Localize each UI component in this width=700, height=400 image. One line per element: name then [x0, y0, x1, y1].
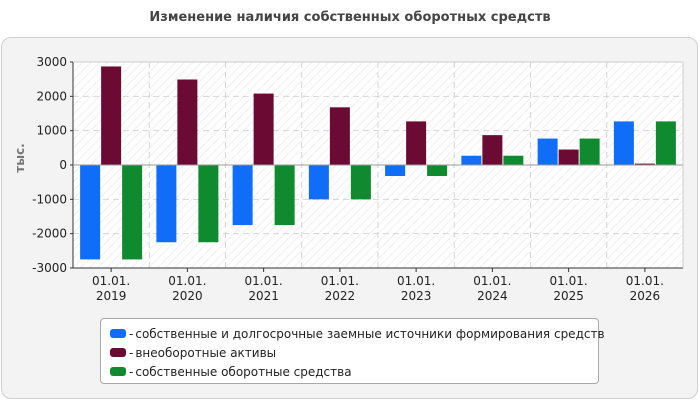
- bar-working-capital[interactable]: [350, 165, 371, 200]
- legend-swatch-green: [110, 367, 126, 376]
- x-tick-label-year: 2019: [96, 289, 127, 303]
- legend-item-sources: - собственные и долгосрочные заемные ист…: [110, 324, 605, 343]
- bar-working-capital[interactable]: [274, 165, 295, 226]
- chart-title: Изменение наличия собственных оборотных …: [149, 10, 551, 25]
- bar-noncurrent-assets[interactable]: [101, 66, 122, 165]
- bar-sources[interactable]: [385, 165, 406, 176]
- bar-noncurrent-assets[interactable]: [253, 93, 274, 165]
- x-tick-label-year: 2021: [248, 289, 279, 303]
- y-tick-label: 2000: [36, 89, 67, 103]
- x-tick-label-day: 01.01.: [550, 274, 588, 288]
- y-tick-label: -1000: [32, 192, 67, 206]
- x-tick-label-year: 2022: [325, 289, 356, 303]
- x-tick-label-year: 2024: [477, 289, 508, 303]
- bar-working-capital[interactable]: [427, 165, 448, 176]
- x-tick-label-day: 01.01.: [473, 274, 511, 288]
- y-axis-title: тыс.: [13, 143, 27, 172]
- bar-sources[interactable]: [156, 165, 177, 243]
- bar-noncurrent-assets[interactable]: [329, 107, 350, 165]
- x-tick-label-day: 01.01.: [245, 274, 283, 288]
- x-tick-label-year: 2023: [401, 289, 432, 303]
- chart-legend: - собственные и долгосрочные заемные ист…: [100, 318, 605, 384]
- bar-working-capital[interactable]: [198, 165, 219, 243]
- x-tick-label-day: 01.01.: [168, 274, 206, 288]
- bar-noncurrent-assets[interactable]: [177, 79, 198, 165]
- x-tick-label-day: 01.01.: [92, 274, 130, 288]
- x-tick-label-year: 2026: [630, 289, 661, 303]
- y-tick-label: 1000: [36, 124, 67, 138]
- bar-noncurrent-assets[interactable]: [406, 121, 427, 165]
- bar-sources[interactable]: [232, 165, 253, 226]
- x-tick-label-day: 01.01.: [626, 274, 664, 288]
- bar-sources[interactable]: [308, 165, 329, 200]
- bar-sources[interactable]: [80, 165, 101, 260]
- legend-label-noncurrent-assets: внеоборотные активы: [135, 345, 277, 360]
- x-tick-label-day: 01.01.: [321, 274, 359, 288]
- legend-swatch-maroon: [110, 348, 126, 357]
- y-tick-label: 3000: [36, 55, 67, 69]
- bar-working-capital[interactable]: [503, 155, 524, 165]
- bar-working-capital[interactable]: [579, 138, 600, 165]
- y-tick-label: -3000: [32, 261, 67, 275]
- legend-label-working-capital: собственные оборотные средства: [135, 364, 352, 379]
- bar-noncurrent-assets[interactable]: [482, 135, 503, 165]
- x-tick-label-day: 01.01.: [397, 274, 435, 288]
- legend-item-working-capital: - собственные оборотные средства: [110, 362, 598, 381]
- bar-sources[interactable]: [613, 121, 634, 165]
- bar-working-capital[interactable]: [122, 165, 143, 260]
- bar-noncurrent-assets[interactable]: [558, 149, 579, 165]
- bar-sources[interactable]: [537, 138, 558, 165]
- legend-swatch-blue: [110, 329, 126, 338]
- x-tick-label-year: 2020: [172, 289, 203, 303]
- legend-item-noncurrent-assets: - внеоборотные активы: [110, 343, 598, 362]
- y-tick-label: -2000: [32, 227, 67, 241]
- legend-label-sources: собственные и долгосрочные заемные источ…: [135, 326, 605, 341]
- y-tick-label: 0: [59, 158, 67, 172]
- x-tick-label-year: 2025: [553, 289, 584, 303]
- bar-sources[interactable]: [461, 155, 482, 165]
- bar-noncurrent-assets[interactable]: [634, 163, 655, 165]
- bar-working-capital[interactable]: [655, 121, 676, 165]
